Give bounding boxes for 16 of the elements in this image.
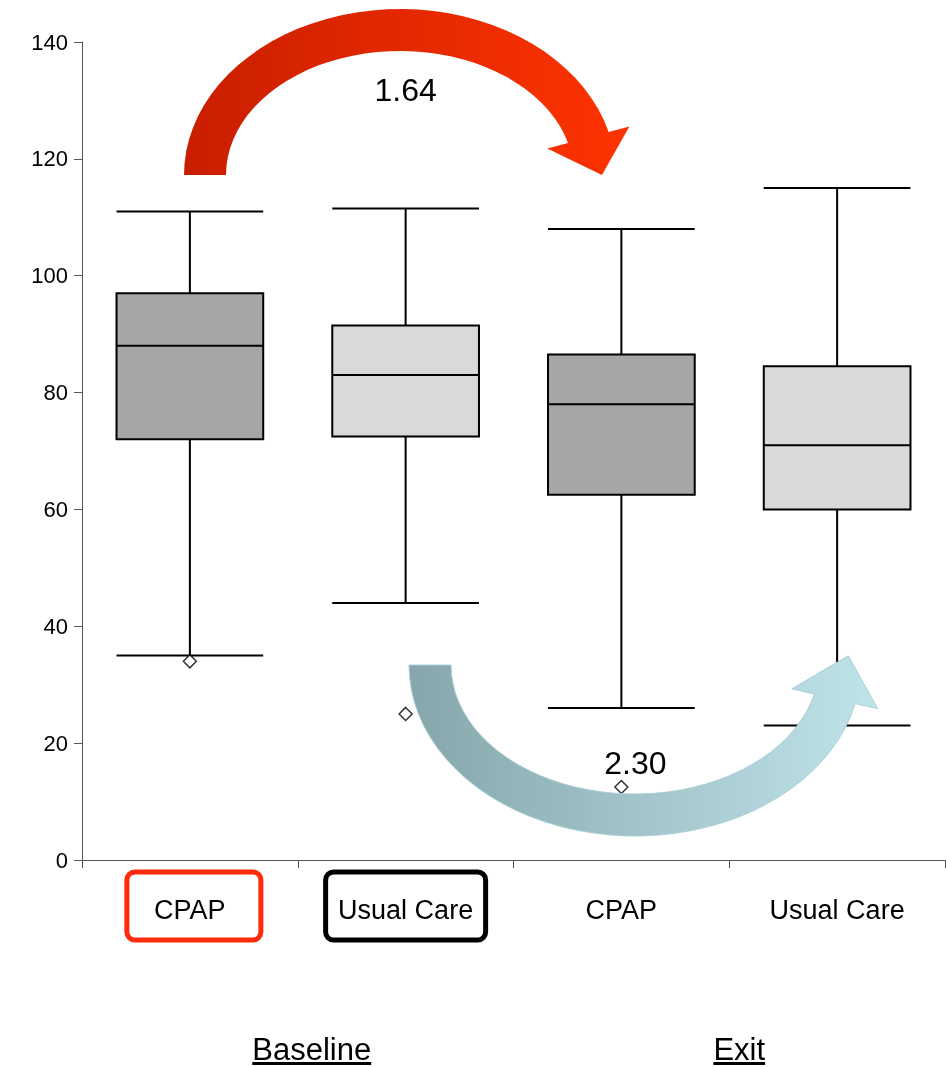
y-tick-label: 80: [43, 380, 68, 406]
x-tick-label: Usual Care: [338, 894, 474, 925]
x-tick-label: CPAP: [154, 894, 226, 925]
x-tick-label: CPAP: [585, 894, 658, 925]
y-tick-label: 0: [55, 847, 68, 873]
annotation: 2.30: [604, 744, 667, 782]
x-tick-label: Usual Care: [769, 894, 905, 925]
text: Baseline: [252, 1032, 372, 1067]
text: Exit: [713, 1032, 766, 1067]
annotation: 1.64: [374, 71, 437, 109]
y-tick-label: 60: [43, 496, 68, 522]
y-tick-label: 140: [31, 29, 68, 55]
y-tick-label: 40: [43, 613, 68, 639]
y-tick-label: 120: [31, 146, 68, 172]
y-tick-label: 100: [31, 263, 68, 289]
y-tick-label: 20: [43, 730, 68, 756]
